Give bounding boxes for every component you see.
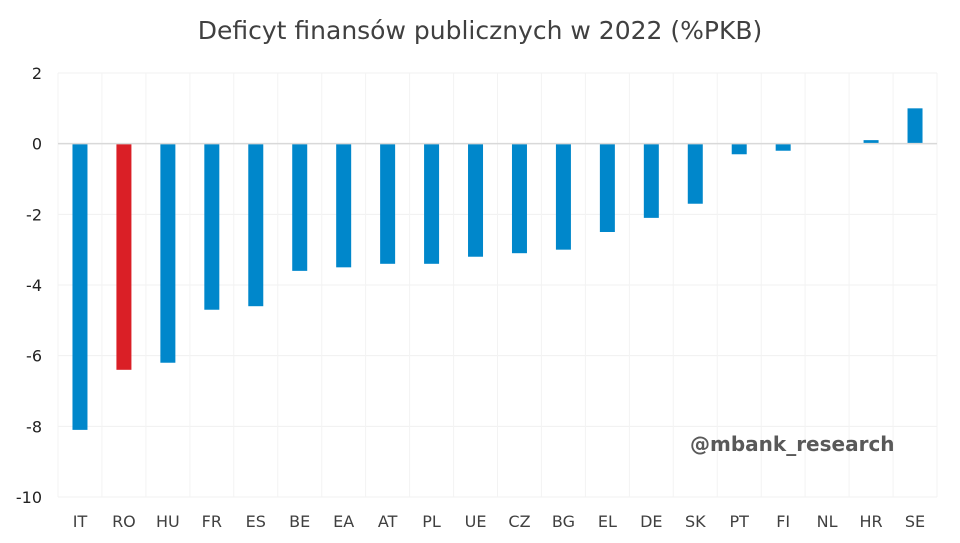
x-tick-label: PT bbox=[730, 512, 750, 531]
bar-pl bbox=[424, 143, 440, 264]
bar-se bbox=[907, 108, 923, 144]
bar-ro bbox=[116, 143, 132, 370]
x-tick-label: IT bbox=[73, 512, 88, 531]
y-tick-label: -8 bbox=[26, 417, 42, 436]
watermark-annotation: @mbank_research bbox=[690, 432, 895, 456]
bar-at bbox=[380, 143, 396, 264]
x-tick-label: FI bbox=[776, 512, 790, 531]
bar-el bbox=[599, 143, 615, 232]
bar-cz bbox=[511, 143, 527, 254]
y-tick-label: -2 bbox=[26, 205, 42, 224]
bar-it bbox=[72, 143, 88, 430]
x-tick-label: EL bbox=[598, 512, 617, 531]
x-tick-label: EA bbox=[333, 512, 354, 531]
y-tick-label: -10 bbox=[16, 488, 42, 507]
bars bbox=[72, 108, 923, 430]
bar-ue bbox=[468, 143, 484, 257]
y-axis: 2 0 -2 -4 -6 -8 -10 bbox=[16, 64, 42, 507]
bar-hu bbox=[160, 143, 176, 363]
y-tick-label: -6 bbox=[26, 347, 42, 366]
bar-es bbox=[248, 143, 264, 307]
x-tick-label: BG bbox=[552, 512, 575, 531]
x-tick-label: CZ bbox=[508, 512, 530, 531]
y-tick-label: 2 bbox=[32, 64, 42, 83]
bar-be bbox=[292, 143, 308, 271]
x-tick-label: RO bbox=[112, 512, 136, 531]
x-axis: IT RO HU FR ES BE EA AT PL UE CZ BG EL DE SK PT FI NL HR SE bbox=[58, 142, 937, 531]
x-tick-label: SE bbox=[905, 512, 925, 531]
x-tick-label: UE bbox=[465, 512, 487, 531]
x-tick-label: HR bbox=[859, 512, 882, 531]
bar-sk bbox=[687, 143, 703, 204]
x-tick-label: FR bbox=[202, 512, 222, 531]
x-tick-label: BE bbox=[289, 512, 310, 531]
chart-title: Deficyt finansów publicznych w 2022 (%PK… bbox=[197, 16, 763, 45]
x-tick-label: HU bbox=[156, 512, 180, 531]
bar-de bbox=[643, 143, 659, 218]
bar-ea bbox=[336, 143, 352, 268]
x-tick-label: SK bbox=[685, 512, 706, 531]
x-tick-label: ES bbox=[246, 512, 266, 531]
bar-bg bbox=[555, 143, 571, 250]
bar-pt bbox=[731, 143, 747, 155]
x-tick-label: DE bbox=[640, 512, 662, 531]
bar-fr bbox=[204, 143, 220, 310]
y-tick-label: 0 bbox=[32, 135, 42, 154]
bar-fi bbox=[775, 143, 791, 151]
bar-hr bbox=[863, 140, 879, 144]
x-tick-label: PL bbox=[422, 512, 441, 531]
y-tick-label: -4 bbox=[26, 276, 42, 295]
x-tick-label: AT bbox=[378, 512, 398, 531]
x-tick-label: NL bbox=[817, 512, 838, 531]
